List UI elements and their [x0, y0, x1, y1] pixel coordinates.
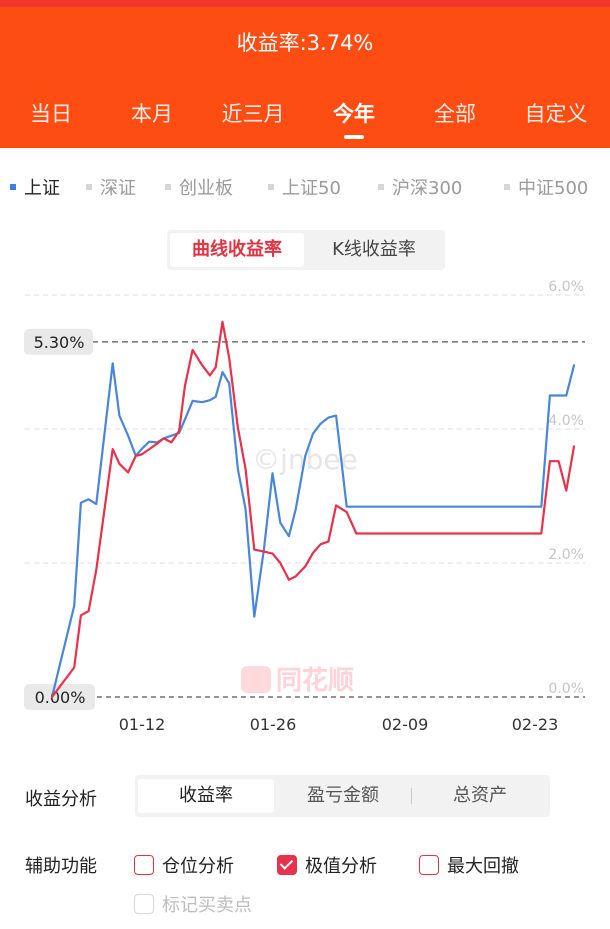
- x-tick-label: 01-26: [250, 715, 297, 734]
- tab-this-month[interactable]: 本月: [131, 102, 173, 126]
- index-label: 中证500: [518, 178, 589, 199]
- position-analysis-checkbox[interactable]: 仓位分析: [134, 852, 234, 878]
- mode-curve-return[interactable]: 曲线收益率: [170, 233, 304, 267]
- y-tick-label: 6.0%: [548, 279, 584, 295]
- index-series-line: [50, 362, 576, 699]
- period-tabs: 当日 本月 近三月 今年 全部 自定义: [0, 98, 610, 132]
- active-tab-indicator: [344, 135, 364, 139]
- square-icon: [504, 184, 510, 190]
- header-top-line: [0, 0, 610, 7]
- logo-watermark-text: 同花顺: [276, 666, 354, 696]
- checkbox-label: 仓位分析: [162, 856, 234, 877]
- analysis-label: 收益分析: [25, 789, 97, 810]
- index-csi500[interactable]: 中证500: [504, 174, 588, 200]
- analysis-return-rate[interactable]: 收益率: [138, 779, 274, 813]
- max-value-label: 5.30%: [34, 333, 85, 352]
- checkbox-checked-icon: [277, 855, 297, 875]
- index-csi300[interactable]: 沪深300: [378, 174, 462, 200]
- extreme-analysis-checkbox[interactable]: 极值分析: [277, 852, 377, 878]
- x-tick-label: 01-12: [119, 715, 166, 734]
- checkbox-icon: [419, 855, 439, 875]
- min-value-badge: [24, 684, 95, 710]
- y-tick-label: 4.0%: [548, 413, 584, 429]
- square-icon: [268, 184, 274, 190]
- index-label: 上证: [24, 178, 60, 199]
- mode-kline-return[interactable]: K线收益率: [332, 239, 416, 260]
- index-shanghai[interactable]: 上证: [10, 174, 60, 200]
- checkbox-label: 最大回撤: [447, 856, 519, 877]
- x-tick-label: 02-23: [512, 715, 559, 734]
- index-shenzhen[interactable]: 深证: [86, 174, 136, 200]
- index-chinext[interactable]: 创业板: [165, 174, 233, 200]
- mark-trades-checkbox[interactable]: 标记买卖点: [134, 891, 252, 917]
- tab-three-months[interactable]: 近三月: [221, 102, 285, 126]
- tab-custom[interactable]: 自定义: [524, 102, 588, 126]
- index-label: 深证: [100, 178, 136, 199]
- analysis-switch: 收益率 盈亏金额 总资产: [135, 775, 550, 817]
- tab-this-year[interactable]: 今年: [333, 102, 375, 126]
- checkbox-label: 标记买卖点: [162, 895, 252, 916]
- return-rate-title: 收益率:3.74%: [236, 31, 374, 55]
- index-label: 上证50: [282, 178, 341, 199]
- index-label: 沪深300: [392, 178, 463, 199]
- chart-mode-switch: 曲线收益率 K线收益率: [167, 230, 445, 270]
- square-icon: [165, 184, 171, 190]
- analysis-divider: [411, 788, 412, 804]
- x-tick-label: 02-09: [382, 715, 429, 734]
- square-icon: [378, 184, 384, 190]
- checkbox-icon: [134, 894, 154, 914]
- index-label: 创业板: [179, 178, 233, 199]
- analysis-profit-loss[interactable]: 盈亏金额: [307, 785, 379, 806]
- checkbox-icon: [134, 855, 154, 875]
- min-value-label: 0.00%: [35, 688, 86, 707]
- aux-label: 辅助功能: [25, 856, 97, 877]
- square-icon: [10, 184, 16, 190]
- logo-watermark-icon: [241, 666, 271, 693]
- index-sse50[interactable]: 上证50: [268, 174, 341, 200]
- max-value-badge: [24, 328, 93, 355]
- tab-all[interactable]: 全部: [434, 102, 476, 126]
- checkbox-label: 极值分析: [305, 856, 377, 877]
- portfolio-series-line: [50, 320, 576, 699]
- return-line-chart: 6.0%4.0%2.0%0.0%©jnbee同花顺5.30%0.00%01-12…: [24, 279, 585, 734]
- tab-today[interactable]: 当日: [30, 102, 72, 126]
- header-bar: 收益率:3.74% 当日 本月 近三月 今年 全部 自定义: [0, 0, 610, 148]
- y-tick-label: 0.0%: [548, 681, 584, 697]
- max-drawdown-checkbox[interactable]: 最大回撤: [419, 852, 519, 878]
- analysis-total-assets[interactable]: 总资产: [453, 785, 507, 806]
- y-tick-label: 2.0%: [548, 547, 584, 563]
- square-icon: [86, 184, 92, 190]
